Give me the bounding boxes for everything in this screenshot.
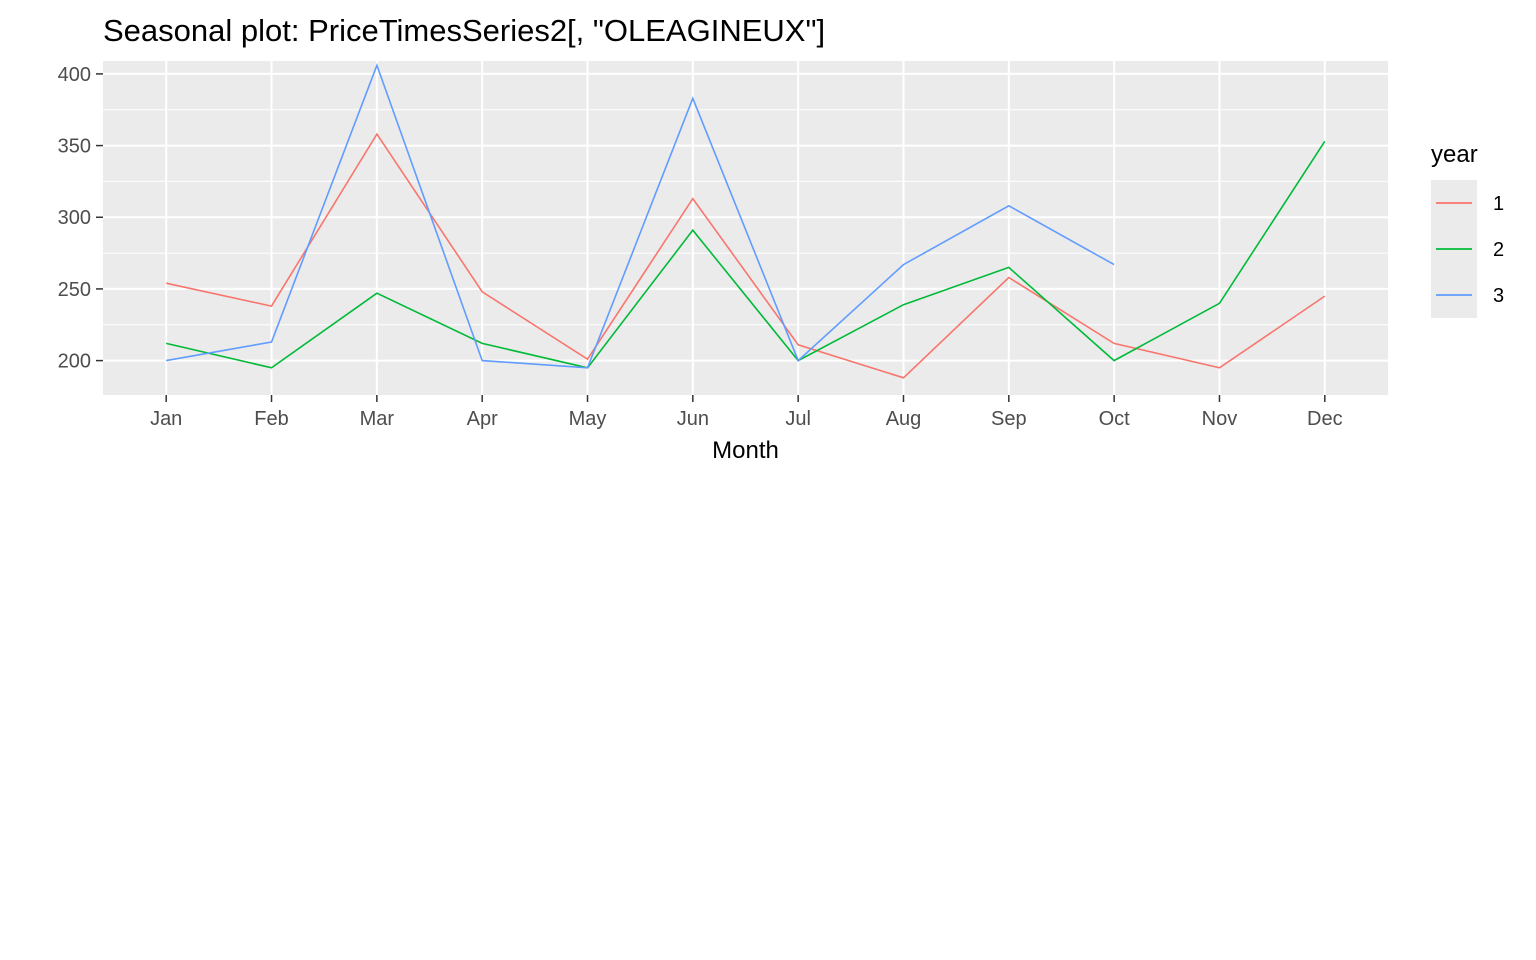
legend-items: 1 2 3 — [1436, 193, 1504, 307]
chart-title: Seasonal plot: PriceTimesSeries2[, "OLEA… — [103, 13, 825, 48]
x-tick-label: May — [569, 408, 607, 430]
x-tick-label: Jul — [785, 408, 811, 430]
major-gridlines — [103, 61, 1388, 395]
y-tick-label: 300 — [58, 207, 91, 229]
x-tick-label: Apr — [467, 408, 498, 430]
y-tick-label: 350 — [58, 136, 91, 158]
x-tick-label: Jan — [150, 408, 182, 430]
x-tick-label: Nov — [1202, 408, 1238, 430]
x-tick-label: Mar — [360, 408, 395, 430]
legend-label: 2 — [1493, 239, 1504, 261]
series-lines — [166, 62, 1326, 379]
x-tick-label: Aug — [886, 408, 922, 430]
legend-label: 1 — [1493, 193, 1504, 215]
x-tick-label: Dec — [1307, 408, 1343, 430]
x-axis-title: Month — [712, 437, 779, 464]
x-tick-label: Feb — [254, 408, 288, 430]
minor-gridlines — [103, 109, 1388, 326]
y-tick-label: 200 — [58, 351, 91, 373]
legend-title: year — [1431, 141, 1478, 168]
x-tick-label: Sep — [991, 408, 1027, 430]
x-tick-label: Jun — [677, 408, 709, 430]
series-line-year-2 — [166, 140, 1326, 369]
series-line-year-3 — [166, 62, 1115, 369]
y-axis: 200 250 300 350 400 — [58, 64, 103, 373]
x-tick-label: Oct — [1099, 408, 1131, 430]
legend-label: 3 — [1493, 285, 1504, 307]
series-line-year-1 — [166, 132, 1326, 379]
x-axis: Jan Feb Mar Apr May Jun Jul Aug Sep Oct Nov Dec — [150, 395, 1343, 430]
legend: year 1 2 3 — [1431, 141, 1504, 318]
y-tick-label: 400 — [58, 64, 91, 86]
y-tick-label: 250 — [58, 279, 91, 301]
